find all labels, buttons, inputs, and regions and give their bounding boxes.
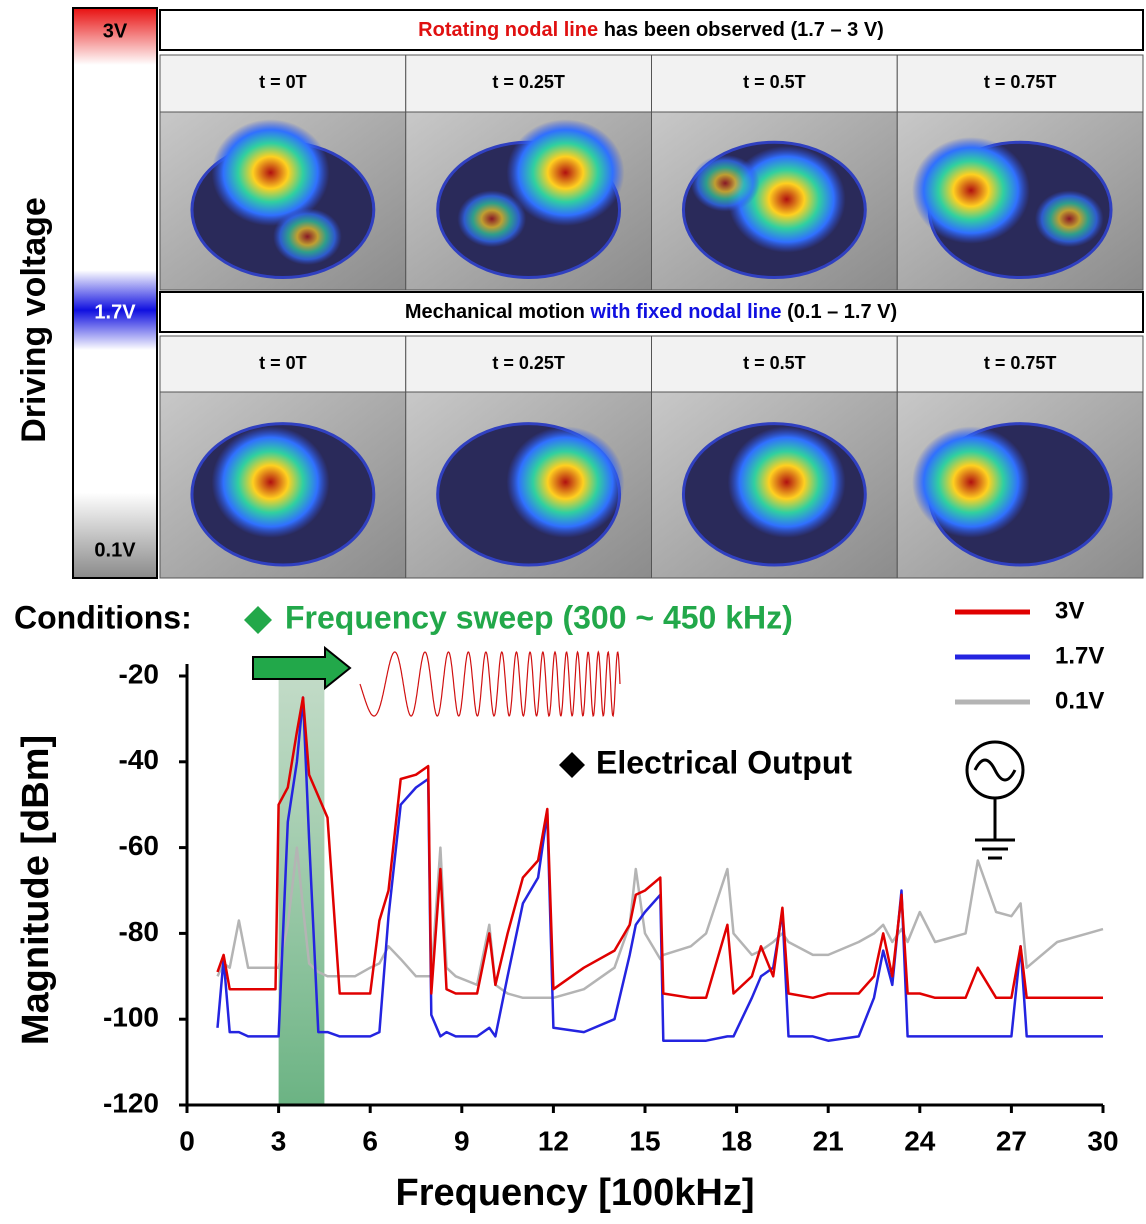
title-part: Rotating nodal line — [418, 19, 598, 41]
x-tick-label: 12 — [538, 1125, 569, 1156]
mode-peak — [506, 426, 625, 538]
time-cell — [651, 335, 898, 393]
diamond — [559, 752, 585, 778]
time-label: t = 0T — [259, 72, 307, 92]
panel-header — [159, 291, 1144, 333]
voltage-axis-title: Driving voltage — [15, 197, 53, 443]
legend-label: 1.7V — [1055, 642, 1104, 669]
ground — [975, 798, 1015, 860]
diamond — [244, 606, 272, 634]
title-part: Mechanical motion — [405, 301, 591, 323]
mode-trough — [273, 208, 342, 266]
x-tick-label: 24 — [904, 1125, 936, 1156]
mode-peak — [911, 137, 1030, 244]
time-cell — [896, 335, 1144, 393]
x-tick-label: 21 — [813, 1125, 844, 1156]
y-tick-label: -20 — [119, 658, 159, 689]
y-tick-label: -40 — [119, 744, 159, 775]
time-cell — [159, 335, 407, 393]
series-line — [216, 696, 1103, 1042]
mode-peak — [727, 426, 846, 538]
sweep-arrow — [252, 645, 352, 691]
series-line — [216, 846, 1104, 1000]
legend-label: 3V — [1055, 597, 1084, 624]
x-tick-label: 3 — [271, 1125, 287, 1156]
x-tick-label: 6 — [362, 1125, 378, 1156]
y-tick-label: -60 — [119, 830, 159, 861]
time-cell — [405, 335, 652, 393]
y-tick-label: -120 — [103, 1087, 159, 1118]
mode-peak — [727, 145, 846, 253]
x-tick-label: 27 — [996, 1125, 1027, 1156]
legend-label: 0.1V — [1055, 687, 1104, 714]
title-part: has been observed (1.7 – 3 V) — [598, 19, 884, 41]
annotation: Electrical Output — [596, 744, 852, 780]
title-part: (0.1 – 1.7 V) — [782, 301, 898, 323]
series-line — [216, 696, 1103, 1000]
panel-header — [159, 9, 1144, 51]
time-label: t = 0.25T — [492, 72, 565, 92]
time-cell — [651, 54, 898, 113]
panel-title: Rotating nodal line has been observed (1… — [418, 19, 884, 41]
mode-peak — [211, 119, 330, 226]
voltage-label: 0.1V — [94, 539, 136, 561]
x-tick-label: 0 — [179, 1125, 195, 1156]
panel-title: Mechanical motion with fixed nodal line … — [405, 301, 897, 323]
voltage-label: 3V — [103, 20, 128, 42]
mode-trough — [1034, 190, 1104, 248]
y-tick-label: -80 — [119, 916, 159, 947]
mode-peak — [911, 426, 1030, 538]
annotation: Conditions: — [14, 599, 192, 635]
time-label: t = 0.5T — [743, 353, 806, 373]
mode-trough — [690, 154, 760, 212]
time-label: t = 0.75T — [984, 72, 1057, 92]
x-axis-title: Frequency [100kHz] — [395, 1172, 754, 1214]
time-cell — [896, 54, 1144, 113]
x-tick-label: 30 — [1087, 1125, 1118, 1156]
x-tick-label: 9 — [454, 1125, 470, 1156]
mode-peak — [506, 119, 625, 226]
ac-wave — [973, 758, 1017, 782]
y-tick-label: -100 — [103, 1002, 159, 1033]
chirp — [359, 650, 621, 718]
annotation: Frequency sweep (300 ~ 450 kHz) — [285, 599, 793, 635]
x-tick-label: 15 — [629, 1125, 660, 1156]
y-axis-title: Magnitude [dBm] — [15, 735, 57, 1045]
mode-peak — [211, 426, 330, 538]
time-label: t = 0.25T — [492, 353, 565, 373]
time-cell — [159, 54, 407, 113]
voltage-bar — [72, 7, 158, 579]
title-part: with fixed nodal line — [589, 301, 781, 323]
mode-trough — [457, 190, 527, 248]
x-tick-label: 18 — [721, 1125, 752, 1156]
time-label: t = 0.75T — [984, 353, 1057, 373]
voltage-label: 1.7V — [94, 301, 136, 323]
time-label: t = 0.5T — [743, 72, 806, 92]
time-label: t = 0T — [259, 353, 307, 373]
